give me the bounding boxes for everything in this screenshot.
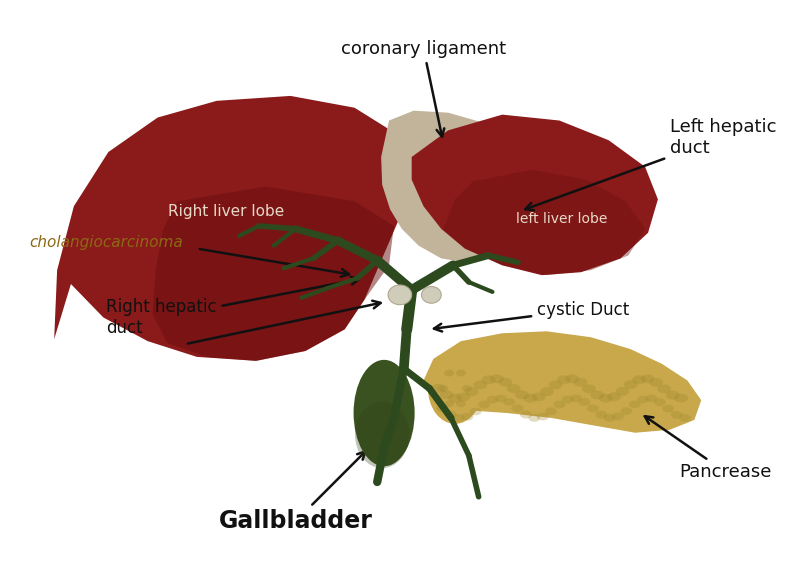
Ellipse shape — [621, 407, 632, 415]
Text: left liver lobe: left liver lobe — [516, 212, 607, 226]
Ellipse shape — [632, 375, 646, 384]
Text: cystic Duct: cystic Duct — [434, 300, 629, 332]
Polygon shape — [443, 170, 645, 275]
Ellipse shape — [470, 408, 482, 415]
Ellipse shape — [388, 285, 412, 305]
Ellipse shape — [431, 384, 445, 393]
Ellipse shape — [615, 387, 630, 396]
Ellipse shape — [582, 384, 596, 393]
Ellipse shape — [528, 414, 540, 422]
Ellipse shape — [490, 375, 504, 383]
Ellipse shape — [520, 411, 532, 419]
Ellipse shape — [453, 414, 465, 422]
Text: coronary ligament: coronary ligament — [341, 39, 506, 136]
Ellipse shape — [438, 385, 448, 392]
Ellipse shape — [545, 407, 557, 415]
Text: Right hepatic
duct: Right hepatic duct — [106, 277, 359, 337]
Ellipse shape — [428, 353, 482, 424]
Ellipse shape — [570, 395, 582, 403]
Ellipse shape — [578, 398, 590, 406]
Ellipse shape — [462, 385, 472, 392]
Ellipse shape — [604, 414, 615, 422]
Ellipse shape — [607, 392, 621, 401]
Ellipse shape — [557, 375, 570, 384]
Ellipse shape — [662, 405, 674, 413]
Text: Right liver lobe: Right liver lobe — [168, 204, 285, 219]
Polygon shape — [423, 331, 702, 433]
Ellipse shape — [436, 404, 448, 412]
Ellipse shape — [444, 369, 454, 376]
Ellipse shape — [537, 413, 549, 420]
Ellipse shape — [512, 404, 523, 412]
Ellipse shape — [679, 414, 691, 422]
Ellipse shape — [448, 393, 462, 403]
Ellipse shape — [562, 396, 574, 403]
Ellipse shape — [649, 378, 663, 387]
Ellipse shape — [674, 394, 688, 403]
Ellipse shape — [506, 384, 521, 393]
Ellipse shape — [574, 378, 587, 387]
Ellipse shape — [566, 375, 579, 383]
Text: Pancrease: Pancrease — [645, 416, 772, 481]
Ellipse shape — [523, 394, 538, 403]
Ellipse shape — [482, 375, 495, 384]
Ellipse shape — [646, 395, 658, 403]
Ellipse shape — [587, 404, 599, 412]
Ellipse shape — [612, 412, 624, 420]
Ellipse shape — [532, 392, 546, 401]
Ellipse shape — [624, 380, 638, 389]
Ellipse shape — [549, 380, 562, 389]
Ellipse shape — [495, 395, 506, 403]
Ellipse shape — [440, 391, 454, 399]
Ellipse shape — [515, 391, 529, 399]
Ellipse shape — [599, 394, 613, 403]
Text: cholangiocarcinoma: cholangiocarcinoma — [30, 235, 183, 250]
Ellipse shape — [457, 392, 470, 401]
Ellipse shape — [478, 401, 490, 409]
Ellipse shape — [670, 411, 682, 419]
Ellipse shape — [498, 378, 512, 387]
Ellipse shape — [595, 411, 607, 419]
Ellipse shape — [456, 400, 466, 407]
Ellipse shape — [456, 369, 466, 376]
Ellipse shape — [540, 387, 554, 396]
Ellipse shape — [355, 401, 410, 468]
Ellipse shape — [474, 380, 487, 389]
Polygon shape — [412, 115, 658, 275]
Ellipse shape — [654, 398, 666, 406]
Ellipse shape — [666, 391, 679, 400]
Text: Left hepatic
duct: Left hepatic duct — [526, 118, 776, 210]
Polygon shape — [381, 111, 540, 262]
Text: Gallbladder: Gallbladder — [218, 452, 372, 533]
Ellipse shape — [354, 360, 414, 467]
Ellipse shape — [590, 391, 604, 400]
Ellipse shape — [503, 398, 515, 406]
Polygon shape — [153, 187, 394, 361]
Ellipse shape — [554, 401, 566, 408]
Ellipse shape — [629, 400, 641, 408]
Ellipse shape — [638, 396, 649, 403]
Ellipse shape — [444, 400, 454, 407]
Ellipse shape — [465, 387, 478, 396]
Ellipse shape — [462, 413, 474, 421]
Ellipse shape — [641, 375, 654, 383]
Ellipse shape — [486, 396, 498, 404]
Ellipse shape — [445, 411, 457, 419]
Ellipse shape — [422, 287, 442, 303]
Ellipse shape — [658, 384, 671, 393]
Polygon shape — [54, 96, 414, 361]
